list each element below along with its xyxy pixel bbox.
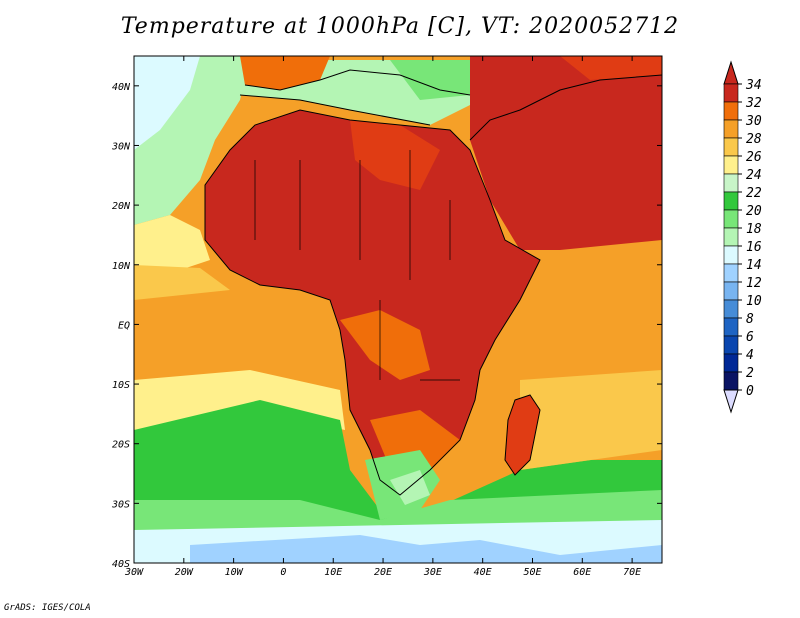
lon-tick-label: 20W bbox=[175, 567, 194, 578]
lon-tick-label: 40E bbox=[474, 567, 492, 578]
colorbar-label: 14 bbox=[746, 258, 762, 273]
map-frame bbox=[133, 55, 663, 564]
colorbar-bottom-arrow bbox=[723, 389, 739, 414]
lat-tick-label: 40N bbox=[112, 82, 131, 93]
colorbar-segment bbox=[723, 317, 739, 337]
colorbar-label: 10 bbox=[746, 294, 762, 309]
colorbar-segment bbox=[723, 119, 739, 139]
europe-south-coast bbox=[244, 69, 471, 96]
north-atlantic-coldest-zone bbox=[134, 56, 200, 150]
colorbar-label: 24 bbox=[746, 168, 762, 183]
colorbar-segment bbox=[723, 137, 739, 157]
colorbar-label: 6 bbox=[746, 330, 754, 345]
colorbar-label: 20 bbox=[746, 204, 762, 219]
lat-tick-label: 20N bbox=[112, 201, 131, 212]
lon-tick-label: 50E bbox=[523, 567, 541, 578]
lon-tick-label: 20E bbox=[374, 567, 392, 578]
iberia-land-zone bbox=[240, 56, 330, 90]
lat-tick-label: EQ bbox=[118, 320, 130, 331]
arabia-north-coast bbox=[469, 74, 662, 141]
colorbar-segment bbox=[723, 245, 739, 265]
lon-tick-label: 60E bbox=[573, 567, 591, 578]
colorbar-label: 22 bbox=[746, 186, 762, 201]
colorbar-label: 32 bbox=[745, 96, 762, 111]
atlantic-mild-band bbox=[134, 215, 210, 270]
colorbar-top-arrow bbox=[723, 60, 739, 85]
south-indian-ocean-band bbox=[520, 370, 662, 470]
congo-basin-zone bbox=[340, 310, 430, 380]
colorbar-label: 30 bbox=[745, 114, 762, 129]
colorbar-segment bbox=[723, 173, 739, 193]
lon-tick-label: 70E bbox=[623, 567, 641, 578]
colorbar-segment bbox=[723, 101, 739, 121]
lat-tick-label: 30S bbox=[111, 499, 130, 510]
lat-tick-label: 40S bbox=[112, 559, 130, 570]
colorbar-segment bbox=[723, 299, 739, 319]
colorbar-label: 18 bbox=[746, 222, 762, 237]
colorbar-segment bbox=[723, 83, 739, 103]
colorbar-segment bbox=[723, 263, 739, 283]
atlantic-warm-band bbox=[134, 265, 230, 300]
colorbar-label: 12 bbox=[746, 276, 762, 291]
colorbar-label: 0 bbox=[746, 384, 754, 399]
lat-tick-label: 30N bbox=[111, 141, 131, 152]
lon-tick-label: 0 bbox=[280, 567, 286, 578]
colorbar-label: 2 bbox=[746, 366, 754, 381]
latitude-ticks: 40N 30N 20N 10N EQ 10S 20S 30S 40S bbox=[111, 82, 662, 570]
africa-hot-core bbox=[205, 110, 540, 495]
lon-tick-label: 30W bbox=[124, 567, 144, 578]
colorbar-label: 16 bbox=[746, 240, 762, 255]
mediterranean-south-coast bbox=[239, 94, 431, 126]
country-borders bbox=[254, 150, 460, 381]
colorbar-segment bbox=[723, 371, 739, 391]
colorbar-segment bbox=[723, 335, 739, 355]
colorbar-segment bbox=[723, 353, 739, 373]
temperature-field bbox=[134, 56, 662, 563]
grads-credit: GrADS: IGES/COLA bbox=[4, 603, 91, 613]
colorbar-segment bbox=[723, 191, 739, 211]
lon-tick-label: 30E bbox=[423, 567, 442, 578]
colorbar-label: 34 bbox=[745, 78, 762, 93]
colorbar-label: 28 bbox=[746, 132, 762, 147]
lat-tick-label: 20S bbox=[112, 440, 130, 451]
longitude-ticks: 30W 20W 10W 0 10E 20E 30E 40E 50E 60E 70E bbox=[124, 56, 641, 578]
lat-tick-label: 10S bbox=[112, 380, 130, 391]
map-title: Temperature at 1000hPa [C], VT: 20200527… bbox=[120, 14, 680, 39]
colorbar-label: 8 bbox=[746, 312, 754, 327]
coastlines-and-borders bbox=[204, 69, 662, 496]
lon-tick-label: 10E bbox=[324, 567, 342, 578]
eastern-mediterranean-zone bbox=[390, 60, 470, 100]
colorbar-segment bbox=[723, 155, 739, 175]
colorbar-segment bbox=[723, 227, 739, 247]
madagascar-coastline bbox=[504, 394, 541, 476]
colorbar-segment bbox=[723, 209, 739, 229]
colorbar-label: 26 bbox=[746, 150, 762, 165]
southern-ocean-coldest-band bbox=[190, 535, 662, 563]
arabia-hot-zone bbox=[470, 56, 662, 250]
sahara-patch bbox=[350, 120, 440, 190]
iran-hot-zone bbox=[560, 56, 662, 80]
africa-coastline bbox=[204, 109, 541, 496]
colorbar-segment bbox=[723, 281, 739, 301]
lon-tick-label: 10W bbox=[225, 567, 244, 578]
madagascar-land-zone bbox=[505, 395, 540, 475]
lat-tick-label: 10N bbox=[112, 261, 131, 272]
colorbar-label: 4 bbox=[746, 348, 754, 363]
